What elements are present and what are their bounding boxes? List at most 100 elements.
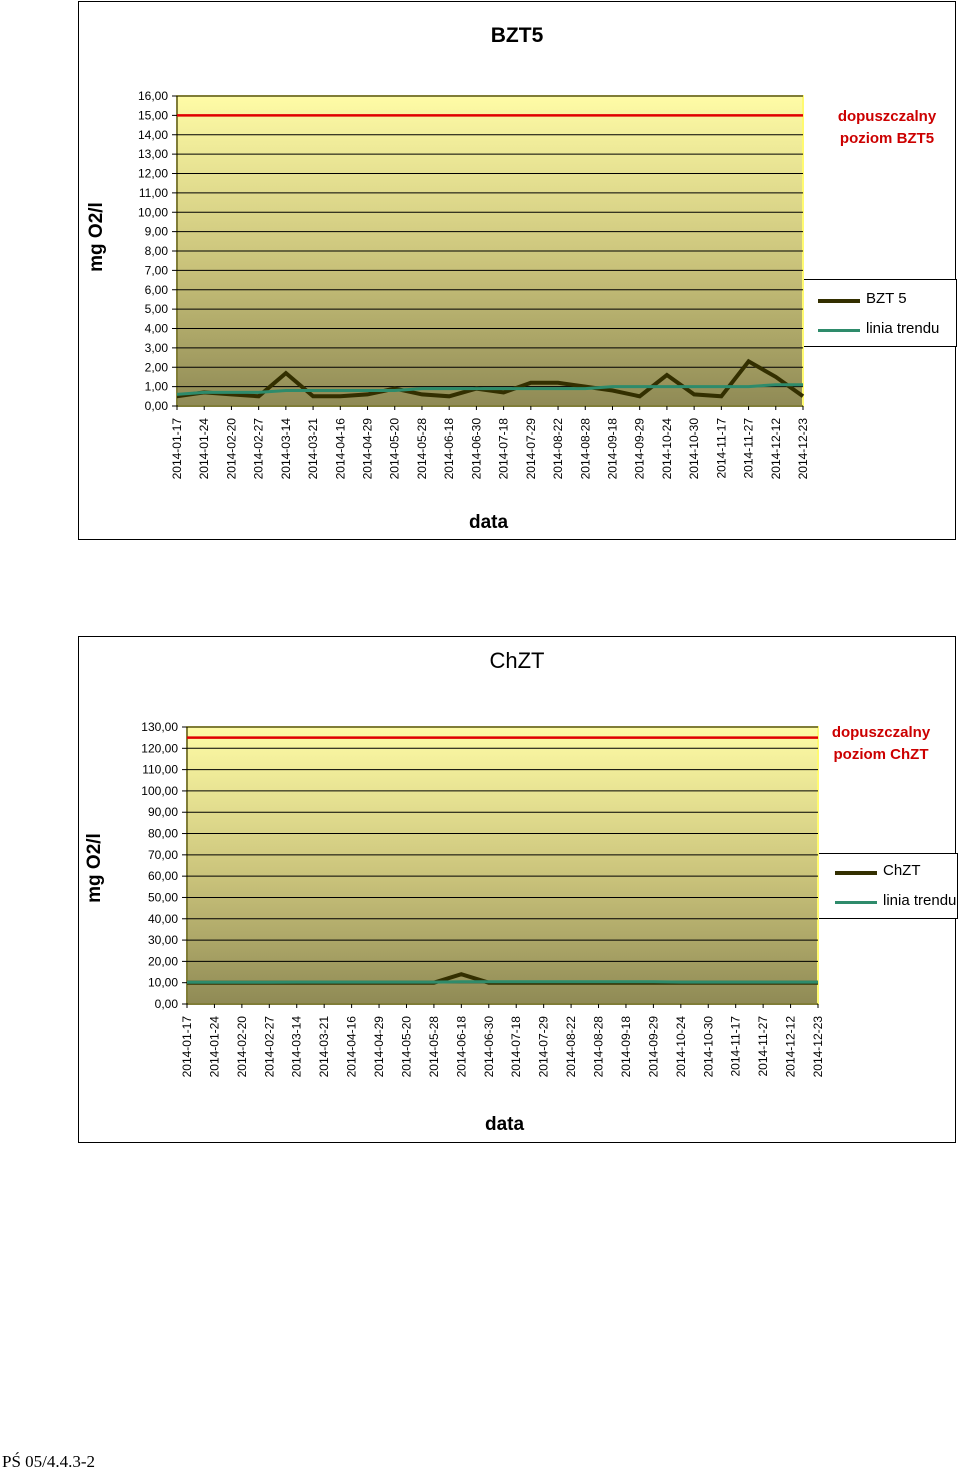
- x-tick-label: 2014-12-23: [811, 1016, 825, 1078]
- y-tick-label: 100,00: [141, 784, 178, 798]
- y-tick-label: 20,00: [148, 954, 178, 968]
- x-tick-label: 2014-12-23: [796, 418, 810, 480]
- x-axis-label: data: [485, 1114, 525, 1135]
- x-tick-label: 2014-08-28: [592, 1016, 606, 1078]
- legend-item: BZT 5: [800, 290, 956, 310]
- y-tick-label: 13,00: [138, 147, 168, 161]
- y-tick-label: 6,00: [145, 283, 169, 297]
- x-tick-label: 2014-04-29: [361, 418, 375, 480]
- legend: BZT 5 linia trendu: [799, 279, 957, 347]
- y-tick-label: 60,00: [148, 869, 178, 883]
- x-tick-label: 2014-02-27: [252, 418, 266, 480]
- x-tick-label: 2014-03-21: [306, 418, 320, 480]
- trend-line: [187, 980, 818, 984]
- x-tick-label: 2014-02-20: [235, 1016, 249, 1078]
- x-tick-label: 2014-02-27: [262, 1016, 276, 1078]
- legend-label: ChZT: [883, 862, 921, 879]
- legend-label: linia trendu: [866, 320, 940, 337]
- x-tick-label: 2014-05-20: [388, 418, 402, 480]
- x-tick-label: 2014-09-29: [633, 418, 647, 480]
- y-tick-label: 30,00: [148, 933, 178, 947]
- x-tick-label: 2014-11-27: [756, 1016, 770, 1077]
- x-tick-label: 2014-09-18: [619, 1016, 633, 1078]
- x-tick-label: 2014-05-28: [427, 1016, 441, 1078]
- x-tick-label: 2014-07-18: [497, 418, 511, 480]
- y-tick-label: 50,00: [148, 890, 178, 904]
- y-tick-label: 4,00: [145, 322, 169, 336]
- x-tick-label: 2014-04-29: [372, 1016, 386, 1078]
- x-tick-label: 2014-08-28: [578, 418, 592, 480]
- x-tick-label: 2014-10-30: [701, 1016, 715, 1078]
- y-tick-label: 0,00: [145, 399, 169, 413]
- y-tick-label: 14,00: [138, 128, 168, 142]
- data-series-line: [176, 358, 805, 399]
- x-tick-label: 2014-10-30: [687, 418, 701, 480]
- legend-item: linia trendu: [817, 892, 957, 912]
- x-tick-label: 2014-01-24: [197, 418, 211, 480]
- x-tick-label: 2014-11-17: [729, 1016, 743, 1077]
- y-tick-label: 70,00: [148, 848, 178, 862]
- x-tick-label: 2014-01-17: [180, 1016, 194, 1078]
- x-tick-label: 2014-05-28: [415, 418, 429, 480]
- x-tick-label: 2014-12-12: [769, 418, 783, 480]
- document-footer: PŚ 05/4.4.3-2: [2, 1452, 96, 1471]
- x-tick-label: 2014-07-18: [509, 1016, 523, 1078]
- y-tick-label: 10,00: [138, 205, 168, 219]
- x-tick-label: 2014-02-20: [224, 418, 238, 480]
- x-tick-label: 2014-04-16: [345, 1016, 359, 1078]
- trend-line: [176, 383, 803, 396]
- x-tick-label: 2014-08-22: [564, 1016, 578, 1078]
- legend-label: BZT 5: [866, 290, 907, 307]
- x-tick-label: 2014-10-24: [660, 418, 674, 480]
- legend-item: linia trendu: [800, 320, 956, 340]
- limit-label: dopuszczalny poziom BZT5: [837, 108, 937, 147]
- y-tick-label: 120,00: [141, 741, 178, 755]
- y-tick-label: 130,00: [141, 720, 178, 734]
- y-tick-label: 7,00: [145, 263, 169, 277]
- x-tick-label: 2014-06-30: [482, 1016, 496, 1078]
- y-tick-label: 10,00: [148, 976, 178, 990]
- x-tick-label: 2014-09-29: [646, 1016, 660, 1078]
- y-tick-label: 16,00: [138, 89, 168, 103]
- x-tick-label: 2014-01-17: [170, 418, 184, 480]
- legend-swatch: [835, 901, 877, 904]
- x-tick-label: 2014-03-14: [290, 1016, 304, 1078]
- y-tick-label: 5,00: [145, 302, 169, 316]
- legend-swatch: [818, 299, 860, 303]
- plot-area: [186, 726, 819, 1005]
- x-tick-label: 2014-11-27: [742, 418, 756, 479]
- x-tick-label: 2014-07-29: [524, 418, 538, 480]
- x-tick-label: 2014-06-18: [454, 1016, 468, 1078]
- legend-swatch: [818, 329, 860, 332]
- x-tick-label: 2014-12-12: [784, 1016, 798, 1078]
- y-tick-label: 2,00: [145, 360, 169, 374]
- x-tick-label: 2014-08-22: [551, 418, 565, 480]
- y-tick-label: 9,00: [145, 225, 169, 239]
- y-tick-label: 0,00: [155, 997, 179, 1011]
- x-tick-label: 2014-11-17: [714, 418, 728, 479]
- y-tick-label: 3,00: [145, 341, 169, 355]
- y-tick-label: 90,00: [148, 805, 178, 819]
- limit-label: dopuszczalny poziom ChZT: [831, 724, 931, 763]
- x-tick-label: 2014-07-29: [537, 1016, 551, 1078]
- x-tick-label: 2014-06-18: [442, 418, 456, 480]
- chart-title: ChZT: [489, 648, 545, 673]
- legend: ChZT linia trendu: [816, 853, 958, 919]
- legend-swatch: [835, 871, 877, 875]
- x-tick-label: 2014-03-21: [317, 1016, 331, 1078]
- x-tick-label: 2014-06-30: [469, 418, 483, 480]
- y-tick-label: 11,00: [139, 186, 168, 200]
- y-tick-label: 8,00: [145, 244, 169, 258]
- legend-item: ChZT: [817, 862, 957, 882]
- x-tick-label: 2014-05-20: [399, 1016, 413, 1078]
- y-tick-label: 12,00: [138, 167, 168, 181]
- x-axis-label: data: [469, 512, 509, 533]
- x-tick-label: 2014-09-18: [605, 418, 619, 480]
- x-tick-label: 2014-03-14: [279, 418, 293, 480]
- chart-title: BZT5: [490, 24, 544, 47]
- y-tick-label: 80,00: [148, 827, 178, 841]
- y-tick-label: 110,00: [142, 763, 178, 777]
- y-tick-label: 40,00: [148, 912, 178, 926]
- legend-label: linia trendu: [883, 892, 957, 909]
